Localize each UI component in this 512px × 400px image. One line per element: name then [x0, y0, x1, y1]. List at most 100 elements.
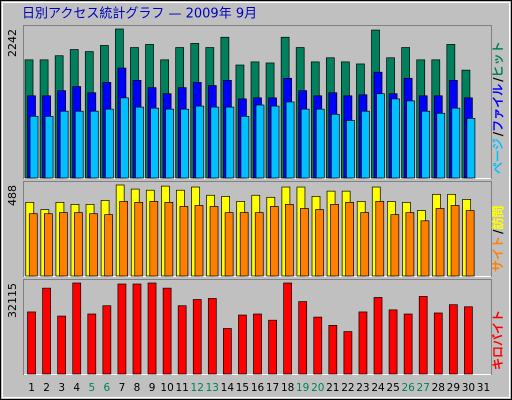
- bar: [285, 101, 295, 179]
- bar: [418, 296, 428, 375]
- x-tick-label: 2: [43, 382, 50, 394]
- bar: [210, 106, 220, 179]
- legend-separator: /: [491, 229, 505, 234]
- bar: [74, 212, 83, 277]
- bar: [270, 105, 280, 179]
- bar: [102, 305, 112, 375]
- bar: [135, 106, 144, 179]
- bar: [313, 316, 323, 375]
- y-tick-label: 488: [6, 185, 19, 206]
- x-tick-label: 20: [311, 382, 324, 394]
- bar: [436, 112, 446, 179]
- bar: [59, 212, 68, 277]
- bar: [388, 309, 398, 375]
- x-tick-label: 9: [149, 382, 156, 394]
- bar: [283, 282, 292, 375]
- bar: [343, 331, 353, 375]
- bar: [406, 100, 415, 179]
- bar: [194, 205, 204, 277]
- bar: [28, 213, 38, 277]
- x-tick-label: 21: [326, 382, 339, 394]
- bar: [238, 314, 247, 375]
- y-tick-label: 32115: [6, 283, 19, 318]
- bar: [358, 311, 368, 375]
- legend-separator: /: [491, 77, 505, 82]
- legend-entry: サイト: [491, 236, 505, 272]
- bar: [421, 110, 431, 179]
- bar: [165, 108, 174, 179]
- legend-separator: /: [491, 131, 505, 136]
- bar: [450, 205, 460, 277]
- bar: [465, 210, 475, 277]
- bar: [225, 106, 235, 179]
- legend-entry: ヒット: [491, 41, 505, 77]
- bar: [207, 298, 217, 375]
- bar: [268, 319, 277, 375]
- bar: [59, 110, 69, 179]
- bar: [315, 209, 324, 277]
- x-tick-label: 29: [447, 382, 460, 394]
- x-tick-label: 23: [356, 382, 369, 394]
- bar: [466, 118, 476, 179]
- bar: [192, 299, 202, 375]
- bar: [29, 115, 39, 179]
- x-tick-label: 16: [251, 382, 265, 394]
- bar: [451, 107, 461, 179]
- bar: [105, 108, 114, 179]
- bar: [360, 212, 370, 277]
- x-tick-label: 3: [58, 382, 65, 394]
- bar: [104, 214, 113, 277]
- bar: [223, 328, 232, 375]
- bar: [43, 213, 53, 277]
- bar: [376, 93, 385, 179]
- x-tick-label: 28: [432, 382, 445, 394]
- bar: [298, 301, 308, 375]
- bar: [119, 201, 129, 277]
- legend-entry: キロバイト: [491, 310, 505, 370]
- x-tick-label: 25: [386, 382, 399, 394]
- bar: [180, 108, 190, 179]
- bar: [162, 287, 172, 375]
- x-tick-label: 22: [341, 382, 354, 394]
- legend: ページ/ファイル/ヒット: [491, 41, 505, 174]
- bar: [27, 311, 36, 375]
- x-tick-label: 7: [119, 382, 126, 394]
- bar: [433, 312, 443, 375]
- bar: [150, 107, 159, 179]
- legend-entry: ファイル: [491, 84, 505, 132]
- bar: [87, 313, 97, 375]
- bar: [269, 206, 279, 277]
- bar: [89, 110, 99, 179]
- bar: [42, 287, 51, 375]
- bar: [255, 104, 265, 179]
- bar: [315, 108, 325, 179]
- bar: [179, 206, 189, 277]
- bar: [373, 297, 383, 375]
- bar: [209, 206, 219, 277]
- x-tick-label: 27: [417, 382, 430, 394]
- x-tick-label: 31: [477, 382, 490, 394]
- bar: [57, 315, 67, 375]
- bar: [330, 113, 340, 179]
- x-tick-label: 8: [134, 382, 141, 394]
- bar: [44, 115, 54, 179]
- bar: [177, 305, 187, 375]
- bar: [300, 108, 310, 179]
- y-tick-label: 2242: [6, 29, 19, 57]
- x-tick-label: 14: [221, 382, 235, 394]
- bar: [346, 120, 355, 179]
- bar: [147, 282, 157, 375]
- legend-entry: ページ: [491, 138, 505, 174]
- bar: [195, 105, 205, 179]
- bar: [149, 201, 159, 277]
- legend: キロバイト: [491, 310, 505, 370]
- x-tick-label: 10: [160, 382, 173, 394]
- bar: [405, 212, 415, 277]
- bar: [117, 283, 127, 375]
- x-tick-label: 30: [462, 382, 475, 394]
- x-tick-label: 1: [28, 382, 35, 394]
- bar: [464, 306, 473, 375]
- legend-entry: 訪問: [490, 206, 505, 230]
